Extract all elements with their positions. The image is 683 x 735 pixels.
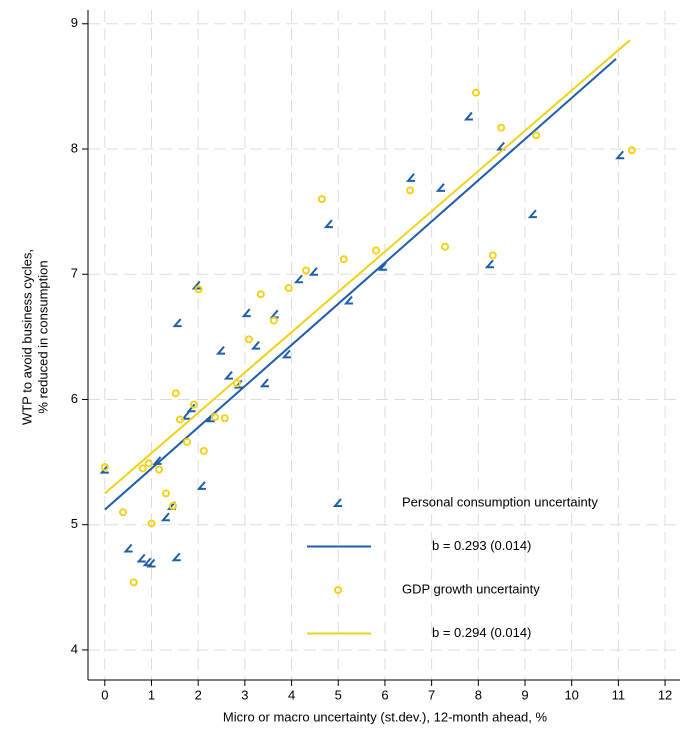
legend-marker xyxy=(334,586,342,594)
point xyxy=(160,512,170,522)
y-tick-label: 7 xyxy=(71,266,78,281)
point xyxy=(406,186,415,195)
y-tick-label: 4 xyxy=(71,641,78,656)
legend-label: b = 0.293 (0.014) xyxy=(432,538,531,553)
y-tick-label: 6 xyxy=(71,391,78,406)
point xyxy=(147,519,156,528)
point xyxy=(308,267,318,276)
point xyxy=(488,251,497,260)
point xyxy=(180,411,191,420)
point xyxy=(627,146,636,155)
point xyxy=(171,389,180,398)
point xyxy=(241,308,251,318)
x-axis-label: Micro or macro uncertainty (st.dev.), 12… xyxy=(223,709,548,724)
x-tick-label: 10 xyxy=(564,687,578,702)
x-tick-label: 3 xyxy=(241,687,248,702)
y-tick-label: 5 xyxy=(71,516,78,531)
point xyxy=(293,274,304,284)
y-axis-label: WTP to avoid business cycles, xyxy=(19,249,34,425)
point xyxy=(484,259,494,269)
point xyxy=(175,415,184,424)
point xyxy=(269,316,278,325)
point xyxy=(99,464,109,474)
point xyxy=(210,413,219,422)
point xyxy=(146,558,156,568)
x-tick-label: 12 xyxy=(658,687,672,702)
legend-marker xyxy=(332,498,342,507)
point xyxy=(372,246,381,255)
point xyxy=(144,459,153,468)
point xyxy=(161,489,170,498)
x-tick-label: 5 xyxy=(335,687,342,702)
point xyxy=(497,123,506,132)
point xyxy=(245,335,254,344)
point xyxy=(323,219,333,229)
x-tick-label: 0 xyxy=(101,687,108,702)
point xyxy=(527,209,537,219)
fit-line xyxy=(104,39,631,495)
point xyxy=(129,578,138,587)
point xyxy=(441,242,450,251)
point xyxy=(215,345,226,355)
point xyxy=(302,266,311,275)
point xyxy=(250,340,261,350)
point xyxy=(138,464,147,473)
x-tick-label: 2 xyxy=(195,687,202,702)
point xyxy=(191,280,201,290)
point xyxy=(435,183,445,192)
point xyxy=(194,285,203,294)
point xyxy=(284,284,293,293)
point xyxy=(168,501,177,510)
point xyxy=(259,378,269,388)
x-tick-label: 7 xyxy=(428,687,435,702)
point xyxy=(189,400,198,409)
point xyxy=(154,465,163,474)
y-tick-label: 8 xyxy=(71,140,78,155)
point xyxy=(405,173,416,182)
point xyxy=(196,481,206,490)
x-tick-label: 6 xyxy=(381,687,388,702)
point xyxy=(171,552,181,562)
point xyxy=(136,553,146,563)
point xyxy=(100,463,109,472)
point xyxy=(123,543,133,553)
point xyxy=(269,309,279,319)
point xyxy=(281,349,291,359)
legend-label: GDP growth uncertainty xyxy=(402,581,540,596)
x-tick-label: 1 xyxy=(148,687,155,702)
point xyxy=(152,456,162,465)
point xyxy=(339,255,348,264)
x-tick-label: 4 xyxy=(288,687,295,702)
point xyxy=(172,318,182,328)
point xyxy=(532,131,541,140)
fit-line xyxy=(104,58,617,511)
point xyxy=(220,414,229,423)
legend-label: Personal consumption uncertainty xyxy=(402,494,598,509)
y-axis-label: % reduced in consumption xyxy=(35,260,50,413)
point xyxy=(463,111,473,121)
point xyxy=(615,150,625,160)
point xyxy=(343,295,353,305)
y-tick-label: 9 xyxy=(71,15,78,30)
point xyxy=(182,438,191,447)
point xyxy=(119,508,128,517)
point xyxy=(256,290,265,299)
x-tick-label: 11 xyxy=(612,687,626,702)
point xyxy=(223,371,233,380)
point xyxy=(377,262,388,271)
legend-label: b = 0.294 (0.014) xyxy=(432,625,531,640)
x-tick-label: 9 xyxy=(521,687,528,702)
x-tick-label: 8 xyxy=(475,687,482,702)
point xyxy=(471,88,480,97)
point xyxy=(199,446,208,455)
point xyxy=(317,195,326,204)
